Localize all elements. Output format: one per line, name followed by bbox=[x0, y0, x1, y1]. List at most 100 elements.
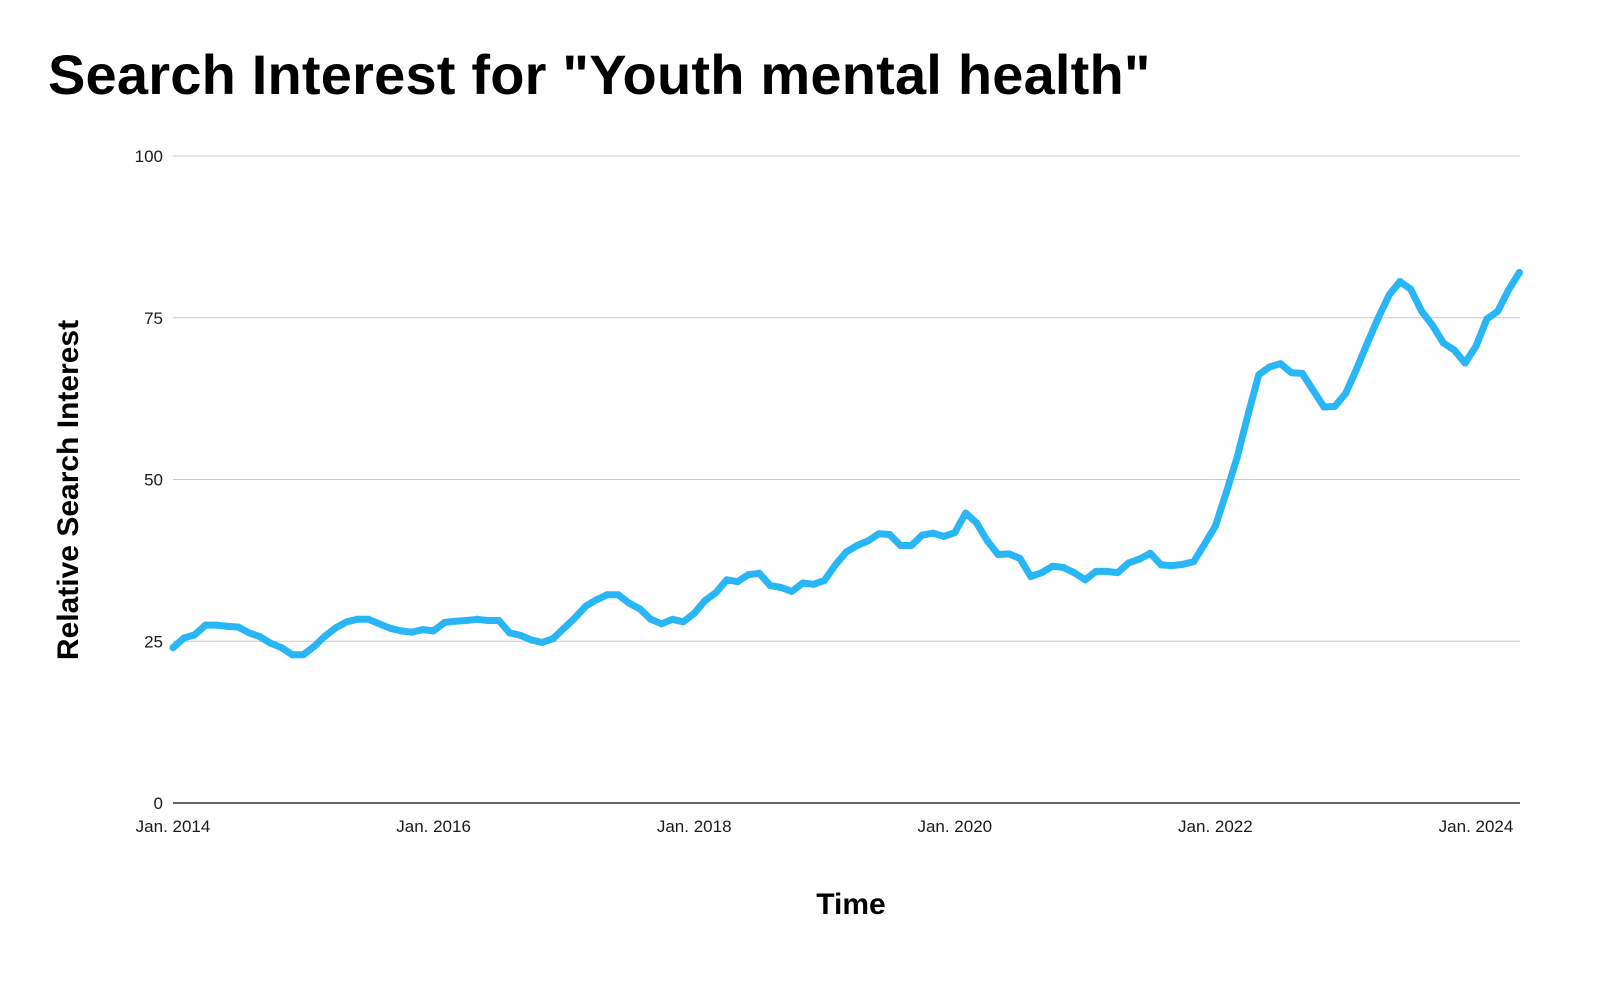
data-point bbox=[1222, 488, 1230, 496]
data-point bbox=[1439, 339, 1447, 347]
gridlines bbox=[173, 155, 1520, 804]
data-point bbox=[853, 542, 861, 549]
data-point bbox=[929, 529, 937, 537]
data-point bbox=[1374, 314, 1382, 322]
data-point bbox=[354, 615, 362, 623]
data-point bbox=[940, 532, 948, 540]
data-point bbox=[560, 624, 568, 632]
data-point bbox=[571, 614, 579, 622]
data-point bbox=[234, 623, 242, 631]
data-point bbox=[1429, 322, 1437, 329]
data-point bbox=[1342, 389, 1350, 397]
data-point bbox=[799, 579, 807, 587]
data-point bbox=[1070, 569, 1078, 577]
data-point bbox=[647, 615, 655, 623]
data-point bbox=[1385, 291, 1393, 299]
data-point bbox=[777, 584, 785, 591]
data-point bbox=[897, 542, 904, 549]
data-point bbox=[1201, 540, 1208, 548]
data-point bbox=[1266, 363, 1274, 371]
data-point bbox=[1092, 567, 1100, 575]
data-point bbox=[679, 618, 687, 626]
data-point bbox=[831, 561, 839, 569]
data-point bbox=[1016, 554, 1024, 562]
chart-title: Search Interest for "Youth mental health… bbox=[48, 43, 1151, 106]
data-point bbox=[636, 605, 644, 613]
data-point bbox=[1287, 369, 1295, 377]
data-point bbox=[1483, 315, 1491, 323]
data-point bbox=[918, 531, 926, 539]
x-tick-label: Jan. 2020 bbox=[917, 817, 992, 836]
data-point bbox=[973, 519, 980, 527]
data-point bbox=[202, 621, 210, 629]
data-point bbox=[495, 617, 503, 624]
data-point bbox=[332, 624, 340, 632]
data-point bbox=[712, 589, 720, 597]
data-point bbox=[1081, 576, 1089, 584]
data-point bbox=[527, 636, 535, 644]
data-point bbox=[723, 576, 731, 584]
data-point bbox=[983, 537, 991, 545]
series-layer bbox=[169, 269, 1523, 659]
data-point bbox=[1298, 369, 1306, 377]
data-point bbox=[1244, 411, 1252, 419]
data-point bbox=[745, 571, 752, 579]
data-point bbox=[1472, 342, 1480, 350]
x-tick-label: Jan. 2014 bbox=[136, 817, 211, 836]
data-point bbox=[364, 615, 372, 623]
data-point bbox=[1418, 307, 1426, 315]
y-tick-labels: 0 25 50 75 100 bbox=[135, 147, 163, 813]
x-tick-labels: Jan. 2014 Jan. 2016 Jan. 2018 Jan. 2020 Jan.… bbox=[136, 817, 1514, 836]
data-point bbox=[245, 629, 253, 637]
data-point bbox=[549, 635, 557, 643]
x-tick-label: Jan. 2022 bbox=[1178, 817, 1253, 836]
data-point bbox=[1027, 573, 1035, 580]
data-point bbox=[1038, 569, 1046, 577]
data-point bbox=[1255, 371, 1263, 379]
data-point bbox=[1146, 549, 1154, 557]
data-point bbox=[1211, 522, 1219, 530]
data-point bbox=[441, 619, 448, 626]
data-point bbox=[625, 599, 633, 607]
data-point bbox=[864, 537, 872, 545]
data-point bbox=[1190, 558, 1198, 566]
data-point bbox=[473, 615, 481, 623]
data-point bbox=[462, 617, 470, 624]
data-point bbox=[788, 587, 796, 595]
y-tick-label: 50 bbox=[144, 471, 163, 490]
data-point bbox=[1125, 559, 1132, 567]
data-point bbox=[517, 631, 524, 639]
x-tick-label: Jan. 2018 bbox=[657, 817, 732, 836]
data-point bbox=[1505, 286, 1513, 294]
data-point bbox=[484, 617, 492, 624]
data-point bbox=[1135, 555, 1143, 563]
data-point bbox=[386, 624, 394, 632]
data-point bbox=[1309, 386, 1317, 394]
data-point bbox=[886, 531, 894, 538]
data-point bbox=[419, 626, 427, 634]
data-point bbox=[1233, 454, 1241, 461]
data-point bbox=[267, 639, 275, 647]
data-point bbox=[1059, 564, 1067, 571]
data-point bbox=[278, 644, 286, 652]
data-point bbox=[169, 644, 177, 652]
data-point bbox=[430, 627, 438, 635]
data-point bbox=[658, 620, 666, 628]
data-point bbox=[1005, 550, 1013, 558]
data-point bbox=[1450, 346, 1458, 354]
data-point bbox=[506, 629, 514, 637]
data-point bbox=[582, 602, 590, 610]
series-line bbox=[169, 269, 1523, 659]
y-axis-title: Relative Search Interest bbox=[52, 320, 85, 660]
y-tick-label: 25 bbox=[144, 632, 163, 651]
data-point bbox=[1320, 403, 1328, 411]
data-point bbox=[766, 582, 774, 590]
data-point bbox=[1049, 562, 1056, 570]
data-point bbox=[842, 548, 850, 556]
data-point bbox=[962, 509, 970, 517]
data-point bbox=[191, 631, 199, 639]
data-point bbox=[1494, 307, 1502, 315]
data-point bbox=[375, 620, 383, 628]
data-point bbox=[180, 634, 188, 642]
